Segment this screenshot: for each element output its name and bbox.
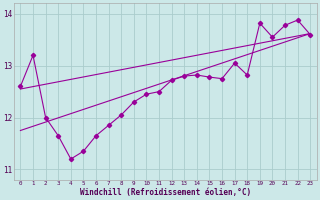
X-axis label: Windchill (Refroidissement éolien,°C): Windchill (Refroidissement éolien,°C) — [80, 188, 251, 197]
